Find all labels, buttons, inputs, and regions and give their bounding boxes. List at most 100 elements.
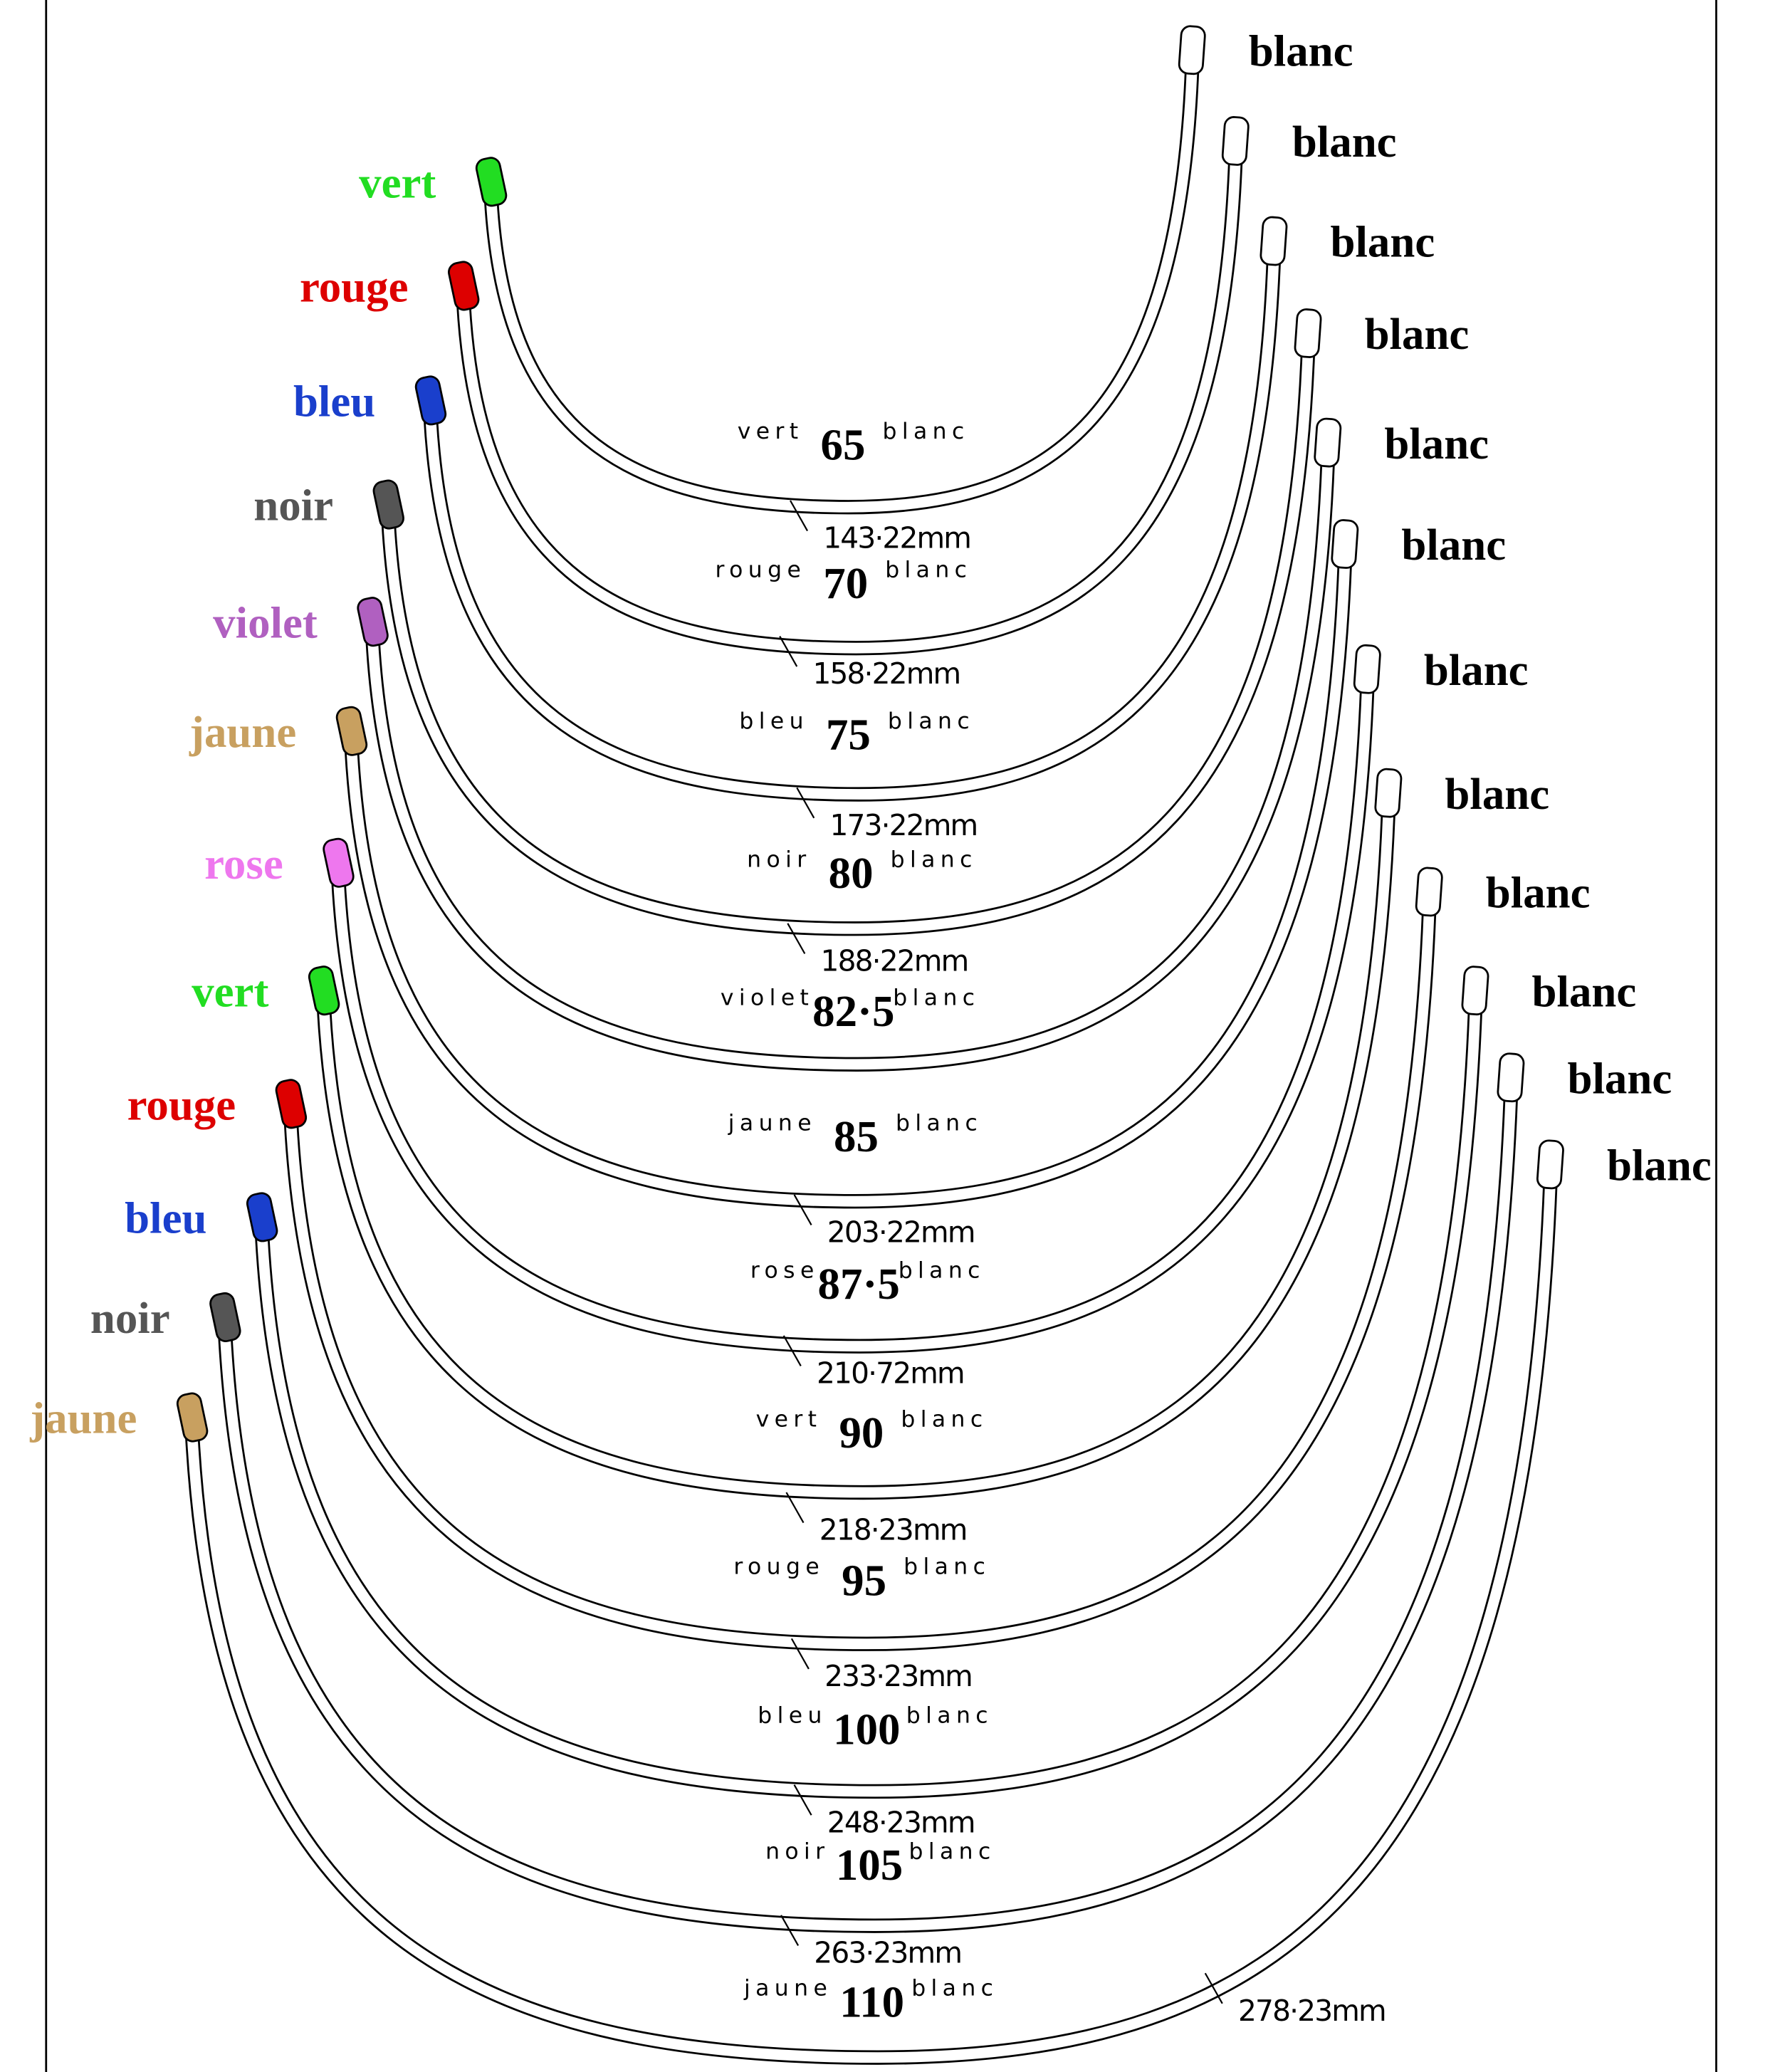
right-label: blanc — [1567, 1053, 1672, 1103]
tip-left — [308, 966, 340, 1016]
center-size: 95 — [842, 1555, 886, 1605]
center-size: 90 — [839, 1408, 884, 1458]
center-left: violet — [721, 985, 814, 1011]
wire-inner — [286, 910, 1435, 1650]
length-label: 188·22mm — [821, 943, 968, 978]
center-size: 75 — [826, 710, 871, 760]
right-label: blanc — [1292, 117, 1397, 167]
center-left: vert — [756, 1407, 822, 1433]
length-tick — [790, 1638, 810, 1670]
center-right: blanc — [899, 1257, 985, 1283]
center-left: vert — [738, 419, 804, 444]
tip-right — [1374, 768, 1403, 818]
center-left: bleu — [739, 708, 809, 734]
center-right: blanc — [904, 1554, 990, 1580]
length-label: 210·72mm — [817, 1356, 964, 1390]
tip-right — [1259, 216, 1288, 266]
length-tick — [796, 787, 815, 819]
center-left: rouge — [715, 557, 806, 582]
wire-inner — [486, 68, 1198, 513]
right-label: blanc — [1532, 966, 1637, 1016]
right-label: blanc — [1365, 309, 1470, 359]
length-tick — [780, 1915, 800, 1946]
length-label: 143·22mm — [823, 521, 970, 555]
length-tick — [787, 923, 806, 954]
left-label: vert — [359, 157, 436, 207]
length-tick — [782, 1335, 802, 1366]
center-size: 110 — [839, 1977, 904, 2026]
tip-right — [1461, 966, 1489, 1016]
center-right: blanc — [893, 985, 980, 1011]
left-label: rose — [204, 839, 283, 889]
center-right: blanc — [891, 847, 978, 872]
right-label: blanc — [1330, 217, 1435, 267]
center-left: rouge — [733, 1554, 824, 1580]
length-label: 203·22mm — [827, 1215, 975, 1250]
length-tick — [779, 635, 798, 667]
tip-right — [1314, 417, 1342, 468]
right-label: blanc — [1249, 26, 1353, 75]
left-label: noir — [253, 481, 333, 530]
wire-inner — [458, 159, 1241, 654]
center-right: blanc — [908, 1838, 995, 1864]
center-size: 87·5 — [818, 1259, 900, 1309]
left-label: noir — [90, 1293, 170, 1343]
center-left: noir — [747, 847, 811, 872]
length-tick — [1204, 1972, 1223, 2004]
length-tick — [790, 500, 809, 532]
center-left: rose — [750, 1257, 819, 1283]
wire-inner — [425, 259, 1279, 800]
center-left: noir — [765, 1838, 829, 1864]
center-right: blanc — [888, 708, 975, 734]
right-label: blanc — [1401, 520, 1506, 570]
center-size: 70 — [823, 558, 868, 608]
wire-inner — [219, 1095, 1517, 1932]
wire-inner — [187, 1182, 1556, 2063]
wire-inner — [318, 811, 1394, 1498]
center-right: blanc — [901, 1407, 988, 1433]
center-left: jaune — [743, 1976, 832, 2002]
center-right: blanc — [911, 1976, 998, 2002]
length-tick — [785, 1492, 805, 1524]
center-size: 105 — [836, 1840, 903, 1890]
tip-right — [1415, 867, 1443, 917]
left-label: rouge — [300, 262, 409, 312]
center-size: 65 — [821, 420, 866, 470]
right-label: blanc — [1445, 769, 1549, 819]
center-right: blanc — [896, 1110, 983, 1136]
tip-right — [1294, 308, 1322, 358]
wire-inner — [383, 351, 1314, 934]
center-right: blanc — [885, 557, 972, 582]
length-label: 158·22mm — [812, 656, 960, 691]
center-size: 80 — [829, 848, 874, 898]
left-label: jaune — [29, 1393, 137, 1443]
center-size: 100 — [833, 1704, 900, 1754]
tip-left — [414, 375, 447, 426]
left-label: violet — [213, 597, 318, 647]
tip-left — [448, 261, 480, 311]
tip-right — [1497, 1052, 1525, 1103]
center-right: blanc — [906, 1703, 993, 1729]
length-label: 173·22mm — [830, 808, 978, 842]
tip-right — [1353, 644, 1381, 694]
tip-left — [246, 1192, 278, 1242]
tip-left — [209, 1292, 241, 1342]
center-size: 82·5 — [812, 986, 894, 1036]
wire-inner — [367, 461, 1334, 1070]
center-size: 85 — [834, 1111, 879, 1161]
tip-left — [275, 1079, 308, 1129]
left-label: jaune — [189, 707, 296, 757]
tip-left — [357, 597, 389, 647]
wire-inner — [256, 1008, 1481, 1797]
left-label: vert — [192, 966, 268, 1016]
right-label: blanc — [1384, 419, 1489, 469]
length-label: 233·23mm — [824, 1659, 972, 1693]
length-label: 248·23mm — [827, 1805, 975, 1839]
length-label: 263·23mm — [814, 1935, 961, 1969]
tip-right — [1221, 116, 1250, 166]
tip-left — [475, 157, 508, 207]
tip-right — [1536, 1139, 1564, 1190]
center-left: bleu — [758, 1703, 827, 1729]
